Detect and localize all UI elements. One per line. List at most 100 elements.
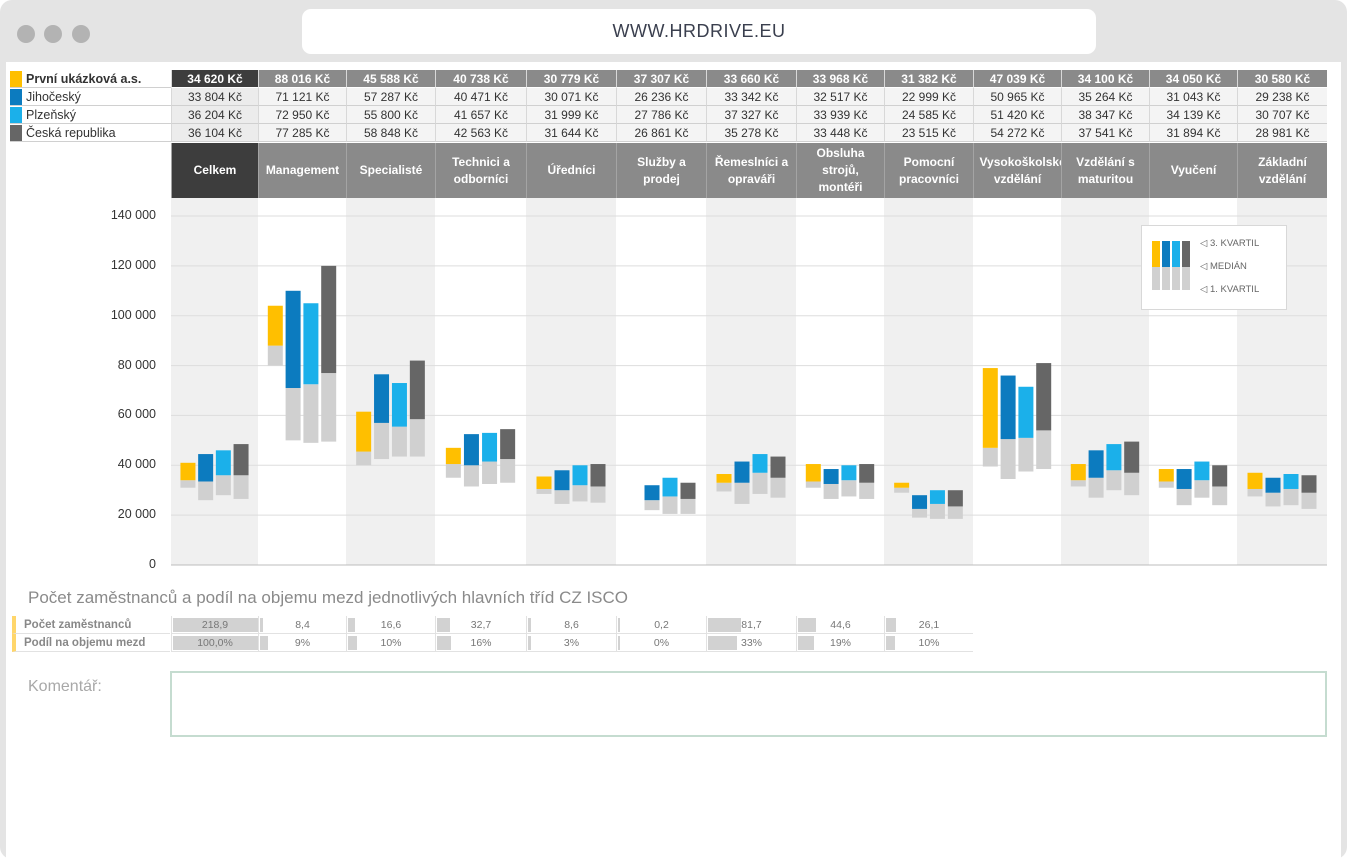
column-header-text: Vysokoškolské vzdělání (979, 154, 1066, 186)
bar-q1-median (1124, 472, 1140, 496)
bar-median-q3 (716, 474, 732, 483)
bar-q1-median (1000, 439, 1016, 479)
employees-fill-bar (798, 618, 816, 632)
legend-q3-text: 3. KVARTIL (1209, 238, 1260, 249)
column-header[interactable]: Obsluha strojů, montéři (796, 143, 884, 198)
bar-q1-median (391, 426, 407, 457)
value-cell: 30 707 Kč (1237, 106, 1327, 124)
employees-fill-bar (528, 636, 531, 650)
bar-median-q3 (536, 476, 552, 489)
bar-q1-median (1088, 477, 1104, 498)
bar-median-q3 (841, 465, 857, 481)
row-label-text: Plzeňský (26, 108, 77, 122)
value-cell: 47 039 Kč (973, 70, 1061, 88)
column-header[interactable]: Pomocní pracovníci (884, 143, 973, 198)
bar-median-q3 (1265, 477, 1281, 493)
bar-q1-median (1106, 470, 1122, 491)
bar-q1-median (374, 422, 390, 460)
address-bar[interactable]: WWW.HRDRIVE.EU (302, 9, 1096, 54)
bar-q1-median (500, 459, 516, 483)
comment-input[interactable] (170, 671, 1327, 737)
column-header[interactable]: Základní vzdělání (1237, 143, 1327, 198)
column-header-text: Celkem (193, 163, 237, 177)
value-cell: 31 999 Kč (526, 106, 616, 124)
series-swatch (10, 125, 22, 141)
bar-q1-median (1176, 488, 1192, 506)
value-cell: 31 644 Kč (526, 124, 616, 142)
column-header-text: Specialisté (359, 163, 423, 177)
bar-q1-median (841, 480, 857, 497)
value-cell: 36 204 Kč (171, 106, 258, 124)
value-cell: 57 287 Kč (346, 88, 435, 106)
bar-median-q3 (1018, 386, 1034, 438)
column-header[interactable]: Specialisté (346, 143, 435, 198)
bar-median-q3 (500, 429, 516, 460)
employees-cell-value: 10% (380, 637, 402, 649)
bar-median-q3 (1000, 375, 1016, 440)
bar-q1-median (894, 487, 910, 493)
bar-q1-median (752, 472, 768, 494)
column-stripe (171, 198, 258, 565)
bar-q1-median (463, 465, 479, 487)
legend-swatch-upper (1172, 241, 1180, 267)
employees-row-label: Počet zaměstnanců (12, 616, 170, 634)
value-cell: 30 580 Kč (1237, 70, 1327, 88)
bar-median-q3 (947, 490, 963, 507)
legend-swatch-upper (1162, 241, 1170, 267)
column-header-text: Technici a odborníci (452, 154, 510, 186)
table-row-label: Plzeňský (10, 106, 171, 124)
employees-cell: 16% (435, 634, 526, 652)
employees-cell: 33% (706, 634, 796, 652)
bar-median-q3 (1106, 444, 1122, 471)
bar-q1-median (1036, 430, 1052, 470)
bar-median-q3 (823, 469, 839, 484)
value-cell: 34 100 Kč (1061, 70, 1149, 88)
column-header[interactable]: Vyučení (1149, 143, 1237, 198)
value-cell: 31 043 Kč (1149, 88, 1237, 106)
employees-cell: 10% (346, 634, 435, 652)
legend-swatch-lower (1152, 267, 1160, 290)
value-cell: 31 382 Kč (884, 70, 973, 88)
bar-q1-median (805, 481, 821, 488)
bar-q1-median (1265, 492, 1281, 507)
column-header[interactable]: Management (258, 143, 346, 198)
bar-q1-median (1194, 480, 1210, 498)
value-cell: 71 121 Kč (258, 88, 346, 106)
column-header[interactable]: Vysokoškolské vzdělání (973, 143, 1066, 198)
value-cell: 33 804 Kč (171, 88, 258, 106)
column-header[interactable]: Úředníci (526, 143, 616, 198)
employees-cell: 19% (796, 634, 884, 652)
employees-fill-bar (437, 636, 452, 650)
bar-median-q3 (1212, 465, 1228, 487)
bar-median-q3 (894, 482, 910, 488)
value-cell: 37 327 Kč (706, 106, 796, 124)
value-cell: 33 342 Kč (706, 88, 796, 106)
bar-median-q3 (1283, 474, 1299, 489)
column-header[interactable]: Celkem (171, 143, 258, 198)
employees-cell-value: 0% (653, 637, 670, 649)
value-cell: 88 016 Kč (258, 70, 346, 88)
value-cell: 24 585 Kč (884, 106, 973, 124)
bar-median-q3 (770, 456, 786, 478)
bar-q1-median (590, 486, 606, 503)
bar-median-q3 (180, 462, 196, 481)
value-cell: 22 999 Kč (884, 88, 973, 106)
employees-cell-value: 3% (563, 637, 580, 649)
bar-q1-median (1212, 486, 1228, 506)
column-header[interactable]: Technici a odborníci (435, 143, 526, 198)
y-tick-label: 120 000 (110, 257, 156, 272)
employees-fill-bar (173, 636, 258, 650)
employees-section-title: Počet zaměstnanců a podíl na objemu mezd… (28, 588, 629, 607)
employees-cell: 26,1 (884, 616, 973, 634)
bar-q1-median (285, 388, 301, 441)
column-header[interactable]: Služby a prodej (616, 143, 706, 198)
column-header[interactable]: Řemeslníci a opraváři (706, 143, 796, 198)
bar-q1-median (982, 447, 998, 467)
value-cell: 72 950 Kč (258, 106, 346, 124)
value-cell: 77 285 Kč (258, 124, 346, 142)
bar-q1-median (572, 485, 588, 502)
bar-q1-median (321, 373, 337, 442)
column-header[interactable]: Vzdělání s maturitou (1061, 143, 1149, 198)
employees-fill-bar (260, 618, 264, 632)
employees-cell-value: 19% (829, 637, 851, 649)
